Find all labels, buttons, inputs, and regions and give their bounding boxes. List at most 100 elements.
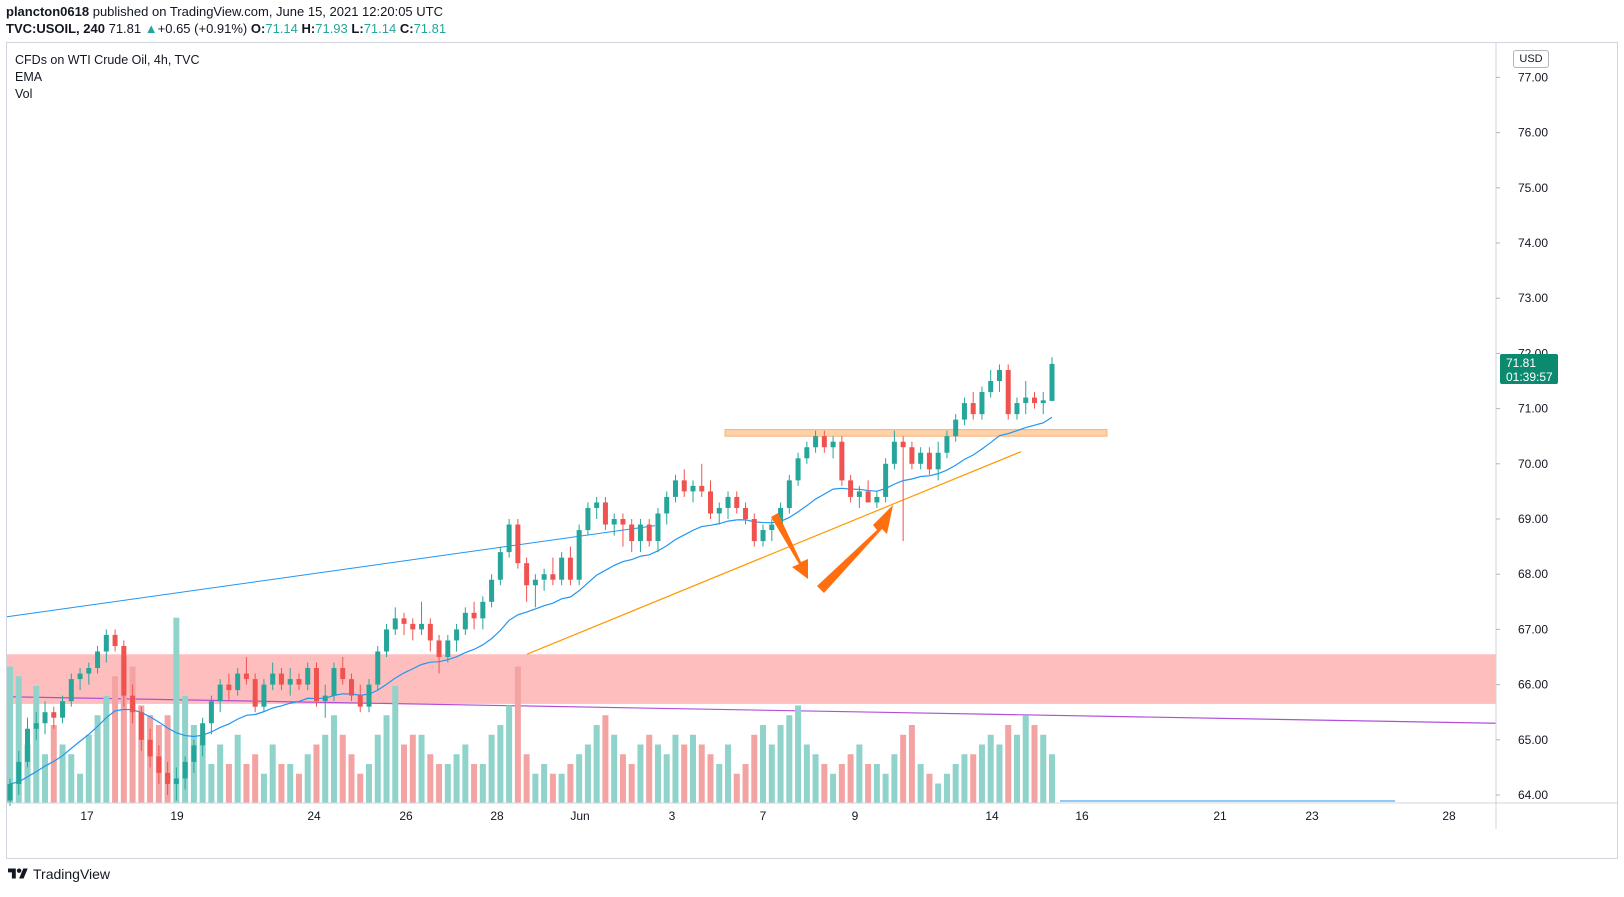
candle-body [734, 496, 740, 508]
volume-bar [1022, 715, 1029, 803]
volume-bar [865, 764, 872, 803]
volume-bar [497, 725, 504, 803]
candle-body [944, 436, 950, 453]
candle-body [515, 524, 521, 564]
volume-bar [225, 764, 232, 803]
time-tick-label: 23 [1305, 809, 1319, 823]
time-tick-label: 16 [1075, 809, 1089, 823]
volume-bar [173, 617, 180, 803]
volume-bar [908, 725, 915, 803]
candle-body [830, 441, 836, 448]
resistance-zone [724, 429, 1108, 437]
candle-body [191, 745, 197, 762]
price-tag-countdown: 01:39:57 [1506, 370, 1553, 384]
volume-bar [707, 754, 714, 803]
time-tick-label: 14 [985, 809, 999, 823]
price-tick-label: 75.00 [1518, 181, 1548, 195]
price-tick-label: 77.00 [1518, 70, 1548, 84]
candle-body [77, 673, 83, 680]
volume-bar [339, 734, 346, 803]
last-price: 71.81 [108, 21, 142, 36]
candle-body [348, 679, 354, 696]
volume-bar [541, 764, 548, 803]
candle-body [918, 452, 924, 464]
symbol[interactable]: TVC:USOIL, 240 [6, 21, 105, 36]
close-label: C: [399, 21, 414, 36]
price-tick-label: 66.00 [1518, 678, 1548, 692]
volume-bar [138, 705, 145, 803]
candle-body [392, 618, 398, 630]
volume-bar [777, 725, 784, 803]
candle-body [620, 519, 626, 525]
candle-body [25, 728, 31, 762]
volume-bar [208, 764, 215, 803]
volume-bar [278, 764, 285, 803]
volume-bar [689, 734, 696, 803]
time-tick-label: Jun [570, 809, 589, 823]
price-tick-label: 68.00 [1518, 567, 1548, 581]
volume-bar [821, 764, 828, 803]
high-value: 71.93 [315, 21, 348, 36]
candle-body [1049, 363, 1055, 401]
legend-vol[interactable]: Vol [15, 87, 33, 101]
candle-body [1005, 369, 1011, 415]
price-tick-label: 76.00 [1518, 126, 1548, 140]
candle-body [366, 684, 372, 707]
candle-body [839, 441, 845, 481]
volume-bar [120, 656, 127, 803]
volume-bar [260, 773, 267, 803]
candle-body [165, 772, 171, 784]
legend-ema[interactable]: EMA [15, 70, 43, 84]
volume-bar [602, 715, 609, 803]
candle-body [629, 524, 635, 542]
currency-badge[interactable]: USD [1513, 50, 1549, 68]
footer-brand[interactable]: TradingView [33, 866, 111, 882]
volume-bar [882, 773, 889, 803]
candle-body [261, 684, 267, 707]
chart-frame [6, 42, 1618, 859]
candle-body [471, 612, 477, 619]
candle-body [637, 524, 643, 542]
time-tick-label: 19 [170, 809, 184, 823]
candle-body [208, 701, 214, 724]
price-tick-label: 70.00 [1518, 457, 1548, 471]
candle-body [454, 629, 460, 641]
volume-bar [304, 754, 311, 803]
volume-bar [418, 734, 425, 803]
volume-bar [1013, 734, 1020, 803]
volume-bar [681, 744, 688, 803]
price-tag-value: 71.81 [1506, 356, 1537, 370]
price-tick-label: 69.00 [1518, 512, 1548, 526]
candle-body [953, 419, 959, 437]
last-price-tag: 71.81 01:39:57 [1500, 354, 1558, 384]
volume-bar [59, 744, 66, 803]
candle-body [1023, 397, 1029, 404]
volume-bar [409, 734, 416, 803]
volume-bar [24, 744, 31, 803]
volume-bar [129, 666, 136, 803]
author-name[interactable]: plancton0618 [6, 4, 90, 19]
volume-bar [532, 773, 539, 803]
candle-body [331, 668, 337, 696]
volume-bar [436, 764, 443, 803]
volume-bar [112, 676, 119, 803]
volume-bar [199, 734, 206, 803]
ohlc-bar: TVC:USOIL, 240 71.81 ▲+0.65 (+0.91%) O:7… [6, 21, 446, 36]
candle-body [401, 618, 407, 624]
legend-title[interactable]: CFDs on WTI Crude Oil, 4h, TVC [15, 53, 200, 67]
high-label: H: [301, 21, 316, 36]
volume-bar [611, 734, 618, 803]
candle-body [182, 761, 188, 779]
candle-body [121, 645, 127, 696]
volume-bar [85, 734, 92, 803]
price-tick-label: 73.00 [1518, 291, 1548, 305]
candle-body [243, 673, 249, 680]
candle-body [270, 673, 276, 685]
volume-bar [795, 705, 802, 803]
volume-bar [348, 754, 355, 803]
volume-bar [182, 695, 189, 803]
candle-body [287, 679, 293, 685]
candle-body [541, 574, 547, 580]
volume-bar [803, 744, 810, 803]
